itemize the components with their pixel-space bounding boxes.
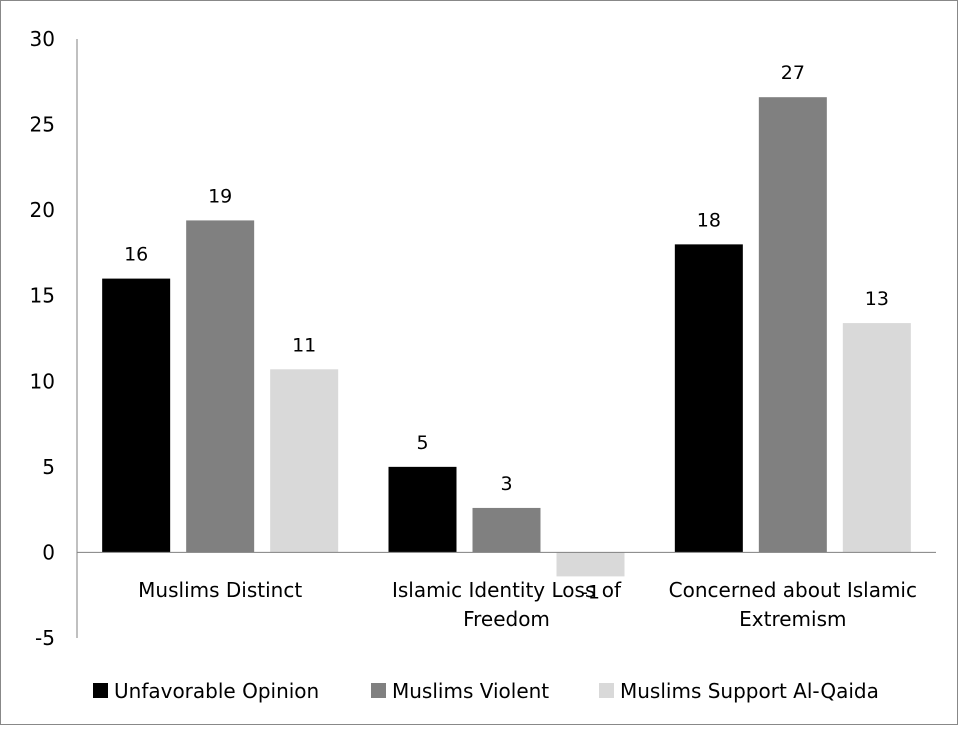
data-label: 11	[292, 334, 316, 356]
y-tick-label: -5	[35, 626, 55, 650]
category-label: Freedom	[463, 607, 550, 631]
legend-swatch	[93, 683, 108, 698]
category-label: Islamic Identity Loss of	[392, 578, 622, 602]
y-tick-label: 25	[30, 113, 55, 137]
y-tick-label: 30	[30, 27, 55, 51]
bar	[758, 97, 827, 553]
data-label: 27	[781, 62, 805, 84]
bar	[186, 220, 255, 553]
y-tick-label: 15	[30, 284, 55, 308]
y-tick-label: 10	[30, 369, 55, 393]
bar	[674, 244, 743, 553]
data-label: 18	[697, 209, 721, 231]
legend-label: Unfavorable Opinion	[114, 679, 319, 703]
data-label: -1	[581, 581, 600, 603]
legend-swatch	[599, 683, 614, 698]
bar	[270, 369, 339, 553]
data-label: 19	[208, 185, 232, 207]
legend-label: Muslims Support Al-Qaida	[620, 679, 879, 703]
bar	[556, 552, 625, 577]
legend-swatch	[371, 683, 386, 698]
y-tick-label: 20	[30, 198, 55, 222]
category-label: Concerned about Islamic	[669, 578, 917, 602]
data-label: 16	[124, 244, 148, 266]
legend-label: Muslims Violent	[392, 679, 549, 703]
bar	[472, 507, 541, 553]
bar	[388, 466, 457, 553]
y-tick-label: 0	[42, 540, 55, 564]
category-label: Muslims Distinct	[138, 578, 302, 602]
data-label: 5	[416, 432, 428, 454]
data-label: 3	[500, 473, 512, 495]
y-tick-label: 5	[42, 455, 55, 479]
data-label: 13	[865, 288, 889, 310]
category-label: Extremism	[739, 607, 846, 631]
bar	[842, 323, 911, 553]
bar	[102, 278, 171, 553]
